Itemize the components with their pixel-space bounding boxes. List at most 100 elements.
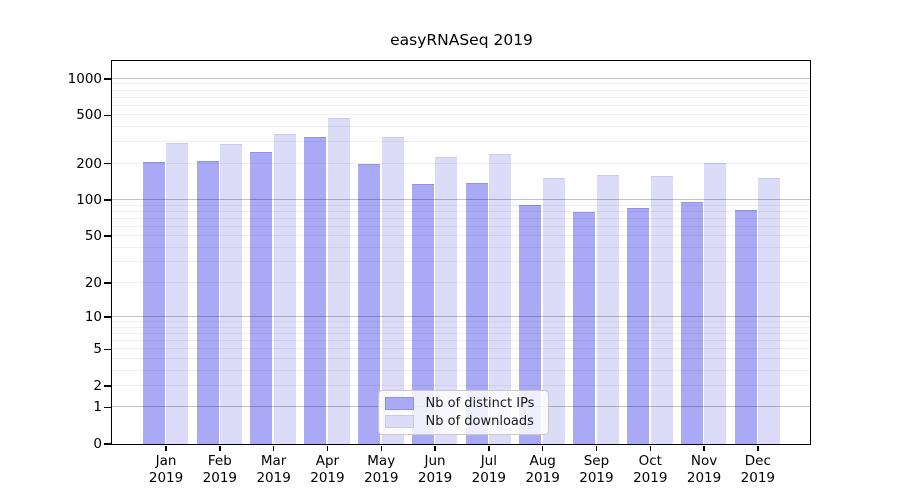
x-tick-mark-apr [326,445,329,451]
y-tick-label-1: 1 [93,399,102,416]
x-tick-mark-jul [488,445,490,451]
y-tick-label-1000: 1000 [67,70,102,87]
minor-gridline-40 [111,246,810,248]
minor-gridline-2 [111,384,810,386]
bar-distinct-ips-sep [573,211,596,444]
x-tick-mark-may [380,445,382,451]
x-tick-label-mar: Mar 2019 [256,453,291,486]
legend: Nb of distinct IPs Nb of downloads [377,389,549,435]
bars-layer [112,61,810,444]
plot-area: Nb of distinct IPs Nb of downloads [110,59,811,445]
bar-downloads-jan [166,143,189,444]
y-tick-label-0: 0 [93,436,102,452]
bar-downloads-nov [704,163,727,444]
x-tick-mark-jan [165,445,167,451]
x-tick-mark-mar [272,445,275,451]
chart-title: easyRNASeq 2019 [390,31,533,49]
y-tick-mark-10 [104,316,111,318]
bar-distinct-ips-aug [519,205,542,444]
x-tick-mark-aug [541,445,544,451]
bar-downloads-aug [542,178,565,444]
y-tick-mark-50 [104,235,111,237]
bar-downloads-jul [489,154,512,444]
bar-distinct-ips-oct [627,208,649,444]
y-tick-mark-1 [104,406,111,409]
minor-gridline-20 [111,282,810,284]
y-tick-label-100: 100 [76,192,102,209]
y-tick-label-5: 5 [93,341,102,358]
minor-gridline-90 [111,204,810,206]
bar-downloads-oct [650,175,673,444]
x-tick-label-jan: Jan 2019 [148,453,184,486]
x-tick-mark-sep [595,445,598,451]
minor-gridline-7 [111,333,810,335]
x-tick-label-apr: Apr 2019 [310,453,345,486]
bar-distinct-ips-nov [680,201,703,444]
minor-gridline-300 [111,141,810,143]
legend-swatch-downloads [384,414,414,428]
bar-downloads-may [381,137,404,444]
x-tick-mark-oct [649,445,651,451]
x-tick-label-sep: Sep 2019 [579,453,614,486]
minor-gridline-6 [111,340,810,342]
bar-distinct-ips-may [358,164,380,444]
x-tick-mark-feb [219,445,221,451]
grid-layer [111,61,810,444]
y-tick-mark-0 [104,443,111,445]
bar-distinct-ips-jan [142,161,165,444]
y-tick-mark-1000 [104,78,111,80]
minor-gridline-60 [111,225,810,227]
y-tick-label-50: 50 [84,228,102,245]
minor-gridline-700 [111,96,810,98]
y-tick-label-500: 500 [76,107,102,124]
minor-gridline-500 [111,114,810,116]
bar-distinct-ips-feb [196,160,219,444]
legend-swatch-distinct-ips [384,396,414,410]
bar-downloads-sep [596,174,619,444]
minor-gridline-30 [111,261,810,263]
y-tick-mark-100 [104,199,111,201]
bar-downloads-feb [220,143,243,444]
minor-gridline-5 [111,348,810,350]
x-tick-label-may: May 2019 [364,453,399,486]
x-tick-label-jul: Jul 2019 [471,453,507,486]
x-tick-mark-dec [757,445,759,451]
y-tick-label-2: 2 [93,377,102,394]
minor-gridline-600 [111,104,810,106]
x-tick-label-aug: Aug 2019 [525,453,560,486]
x-tick-label-jun: Jun 2019 [417,453,453,486]
legend-label-downloads: Nb of downloads [425,413,534,429]
y-tick-mark-20 [104,282,111,284]
minor-gridline-80 [111,210,810,212]
bar-distinct-ips-jul [465,182,488,444]
major-gridline-100 [111,199,810,201]
minor-gridline-400 [111,126,810,128]
major-gridline-10 [111,316,810,318]
minor-gridline-900 [111,83,810,85]
legend-label-distinct-ips: Nb of distinct IPs [425,395,535,411]
minor-gridline-8 [111,326,810,328]
minor-gridline-800 [111,89,810,91]
bar-distinct-ips-mar [250,152,273,444]
bar-downloads-jun [435,157,458,444]
minor-gridline-200 [111,162,810,164]
bar-downloads-mar [273,134,296,444]
y-tick-label-20: 20 [84,275,102,292]
bar-distinct-ips-dec [734,209,757,444]
y-tick-mark-2 [104,385,111,387]
x-tick-label-nov: Nov 2019 [686,453,722,486]
y-tick-label-200: 200 [76,155,102,172]
minor-gridline-3 [111,369,810,371]
x-tick-label-dec: Dec 2019 [740,453,776,486]
minor-gridline-50 [111,235,810,237]
x-tick-label-feb: Feb 2019 [202,453,238,486]
minor-gridline-9 [111,321,810,323]
bar-distinct-ips-apr [304,136,327,444]
major-gridline-1000 [111,77,810,79]
bar-distinct-ips-jun [411,184,434,444]
bar-downloads-apr [327,118,350,444]
y-tick-mark-500 [104,114,111,117]
y-tick-mark-200 [104,162,111,165]
legend-item-distinct-ips: Nb of distinct IPs [384,395,542,411]
